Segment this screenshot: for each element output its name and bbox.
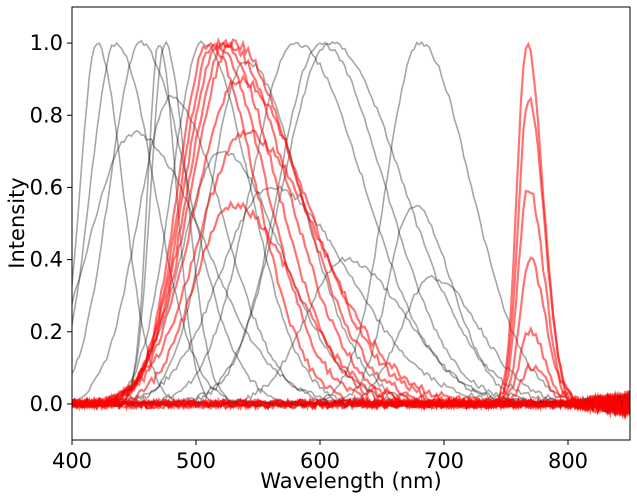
- y-axis-label: Intensity: [5, 177, 29, 268]
- y-tick-label: 0.6: [30, 175, 63, 199]
- red-spectrum-line: [72, 361, 630, 420]
- y-axis: 0.0 0.2 0.4 0.6 0.8 1.0: [30, 31, 72, 416]
- series-layer: [72, 36, 630, 421]
- x-tick-label: 800: [548, 449, 588, 473]
- y-tick-label: 0.8: [30, 103, 63, 127]
- y-tick-label: 0.4: [30, 248, 63, 272]
- black-spectrum-line: [72, 129, 630, 414]
- x-tick-label: 700: [424, 449, 464, 473]
- y-tick-label: 0.0: [30, 392, 63, 416]
- x-tick-label: 400: [52, 449, 92, 473]
- plot-frame: [71, 6, 631, 441]
- red-spectrum-line: [72, 128, 630, 421]
- red-spectrum-line: [72, 199, 630, 420]
- x-axis: 400 500 600 700 800: [52, 440, 588, 473]
- y-tick-label: 1.0: [30, 31, 63, 55]
- x-tick-label: 600: [300, 449, 340, 473]
- x-tick-label: 500: [176, 449, 216, 473]
- y-tick-label: 0.2: [30, 320, 63, 344]
- x-axis-label: Wavelength (nm): [260, 469, 441, 493]
